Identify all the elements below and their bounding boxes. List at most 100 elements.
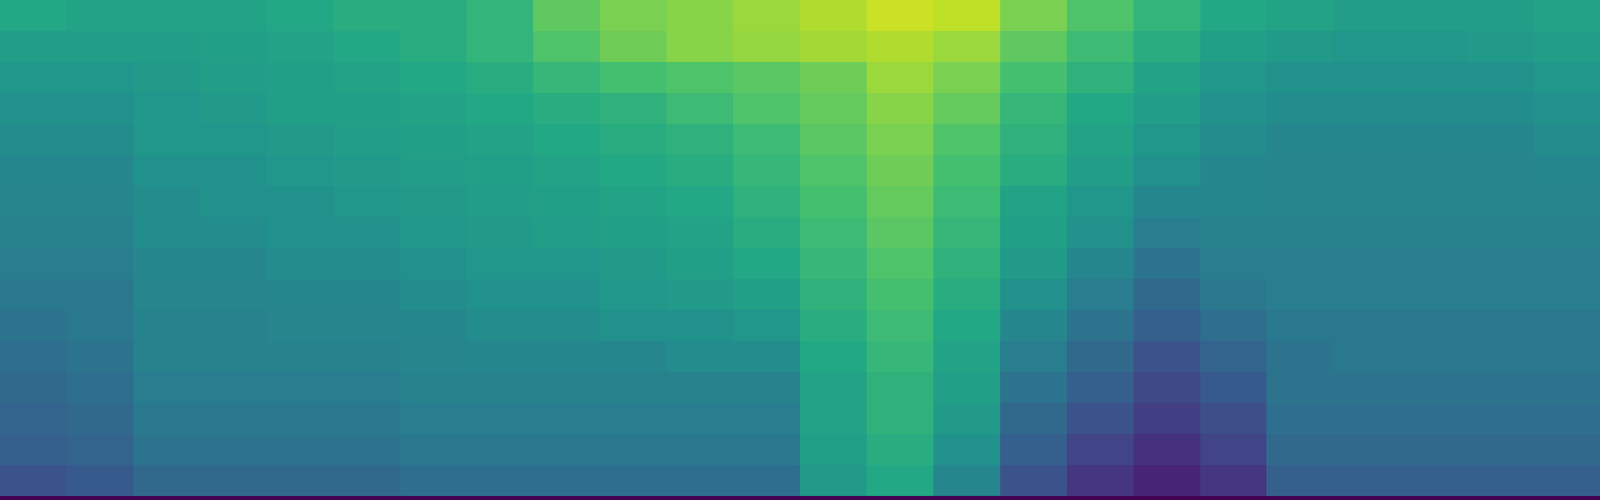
cell — [1333, 31, 1401, 63]
cell — [466, 248, 534, 280]
cell — [866, 403, 935, 435]
cell — [266, 279, 335, 311]
cell — [1000, 372, 1068, 404]
cell — [66, 465, 135, 497]
heatmap — [0, 0, 1600, 500]
cell — [1066, 372, 1135, 404]
cell — [1333, 186, 1401, 218]
cell — [400, 217, 468, 249]
cell — [1533, 279, 1600, 311]
cell — [333, 465, 402, 497]
cell — [466, 310, 534, 342]
cell — [933, 248, 1001, 280]
cell — [733, 248, 801, 280]
cell — [266, 186, 335, 218]
cell — [533, 248, 601, 280]
cell — [1533, 341, 1600, 373]
cell — [533, 217, 601, 249]
cell — [666, 62, 734, 94]
cell — [533, 0, 601, 32]
cell — [599, 248, 668, 280]
cell — [1333, 403, 1401, 435]
cell — [1466, 217, 1534, 249]
cell — [1066, 62, 1135, 94]
cell — [466, 403, 534, 435]
cell — [1399, 155, 1468, 187]
cell — [800, 93, 868, 125]
cell — [733, 0, 801, 32]
cell — [1133, 341, 1202, 373]
cell — [266, 465, 335, 497]
cell — [1466, 186, 1534, 218]
cell — [200, 434, 268, 466]
cell — [0, 31, 68, 63]
cell — [1466, 403, 1534, 435]
cell — [533, 155, 601, 187]
cell — [1000, 465, 1068, 497]
cell — [599, 341, 668, 373]
cell — [800, 372, 868, 404]
cell — [400, 310, 468, 342]
cell — [1266, 465, 1334, 497]
cell — [66, 124, 135, 156]
cell — [133, 248, 201, 280]
cell — [800, 434, 868, 466]
cell — [1533, 310, 1600, 342]
cell — [666, 124, 734, 156]
cell — [666, 434, 734, 466]
cell — [1333, 124, 1401, 156]
cell — [533, 434, 601, 466]
cell — [733, 279, 801, 311]
cell — [266, 403, 335, 435]
cell — [1200, 248, 1268, 280]
cell — [266, 372, 335, 404]
cell — [1200, 465, 1268, 497]
cell — [66, 155, 135, 187]
cell — [1399, 124, 1468, 156]
cell — [1200, 310, 1268, 342]
cell — [666, 186, 734, 218]
cell — [1533, 155, 1600, 187]
cell — [1066, 217, 1135, 249]
cell — [1533, 372, 1600, 404]
cell — [133, 155, 201, 187]
cell — [1266, 434, 1334, 466]
cell — [1399, 341, 1468, 373]
cell — [0, 93, 68, 125]
cell — [866, 217, 935, 249]
cell — [666, 93, 734, 125]
cell — [400, 93, 468, 125]
cell — [466, 124, 534, 156]
cell — [1266, 0, 1334, 32]
cell — [1399, 372, 1468, 404]
cell — [733, 31, 801, 63]
cell — [1200, 434, 1268, 466]
cell — [66, 62, 135, 94]
cell — [1200, 372, 1268, 404]
cell — [1066, 341, 1135, 373]
cell — [200, 93, 268, 125]
cell — [133, 186, 201, 218]
cell — [1333, 310, 1401, 342]
cell — [466, 31, 534, 63]
cell — [1200, 186, 1268, 218]
cell — [1200, 62, 1268, 94]
cell — [866, 155, 935, 187]
cell — [800, 279, 868, 311]
cell — [800, 310, 868, 342]
cell — [1533, 0, 1600, 32]
cell — [1399, 465, 1468, 497]
cell — [333, 310, 402, 342]
cell — [866, 434, 935, 466]
cell — [200, 372, 268, 404]
cell — [466, 0, 534, 32]
cell — [133, 310, 201, 342]
cell — [1000, 124, 1068, 156]
cell — [1399, 279, 1468, 311]
cell — [200, 155, 268, 187]
cell — [1266, 62, 1334, 94]
cell — [66, 248, 135, 280]
cell — [1399, 434, 1468, 466]
cell — [0, 310, 68, 342]
cell — [1066, 31, 1135, 63]
